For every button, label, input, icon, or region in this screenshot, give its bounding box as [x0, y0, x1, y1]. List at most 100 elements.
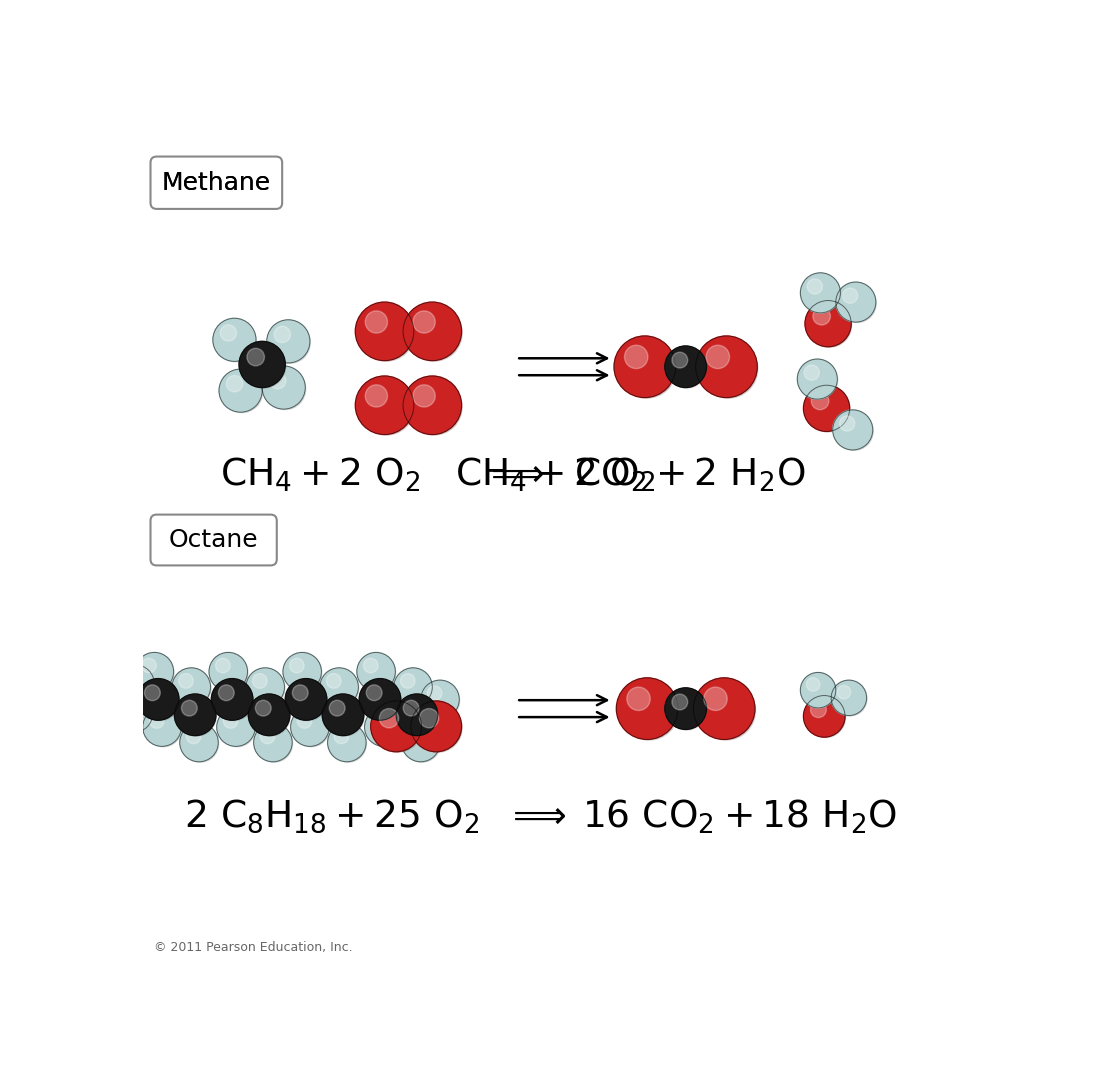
Circle shape [267, 320, 310, 363]
Circle shape [289, 658, 305, 673]
Circle shape [831, 680, 867, 716]
Circle shape [360, 654, 395, 691]
Circle shape [218, 685, 234, 701]
Text: $\mathrm{2\ C_8H_{18} + 25\ O_2}$: $\mathrm{2\ C_8H_{18} + 25\ O_2}$ [184, 798, 479, 835]
Circle shape [836, 413, 874, 450]
Circle shape [360, 678, 401, 720]
Circle shape [696, 336, 757, 397]
Circle shape [411, 701, 461, 752]
Circle shape [429, 715, 444, 730]
Circle shape [408, 729, 422, 744]
Circle shape [803, 696, 844, 738]
Circle shape [209, 652, 248, 691]
Circle shape [838, 284, 876, 323]
Circle shape [703, 687, 727, 711]
Circle shape [358, 379, 414, 435]
Circle shape [121, 700, 136, 714]
Circle shape [288, 681, 327, 720]
Circle shape [419, 708, 439, 728]
Circle shape [804, 365, 820, 380]
Circle shape [358, 306, 414, 361]
Circle shape [811, 702, 827, 717]
Circle shape [116, 697, 153, 733]
Circle shape [175, 694, 216, 735]
Circle shape [407, 379, 463, 435]
Circle shape [668, 690, 707, 730]
Circle shape [797, 359, 838, 400]
Circle shape [242, 345, 286, 388]
Circle shape [293, 711, 329, 746]
Circle shape [365, 707, 403, 746]
Circle shape [413, 704, 463, 753]
Circle shape [144, 685, 160, 701]
Circle shape [212, 654, 248, 691]
Text: $\Longrightarrow$: $\Longrightarrow$ [484, 457, 544, 492]
Circle shape [706, 346, 729, 368]
Circle shape [424, 712, 461, 748]
Circle shape [252, 674, 268, 688]
Circle shape [801, 673, 836, 707]
Circle shape [365, 384, 388, 407]
Circle shape [371, 701, 421, 752]
Circle shape [363, 658, 379, 673]
Circle shape [616, 678, 678, 740]
Circle shape [186, 729, 200, 744]
Circle shape [183, 726, 218, 762]
Circle shape [614, 336, 675, 397]
Circle shape [119, 667, 155, 704]
Circle shape [836, 282, 876, 322]
Circle shape [330, 726, 366, 762]
Circle shape [114, 694, 152, 732]
Circle shape [371, 714, 385, 728]
Circle shape [141, 658, 157, 673]
Text: © 2011 Pearson Education, Inc.: © 2011 Pearson Education, Inc. [155, 941, 353, 954]
Circle shape [226, 376, 243, 392]
Circle shape [264, 368, 306, 409]
Circle shape [693, 678, 755, 740]
Circle shape [177, 697, 216, 735]
Circle shape [297, 714, 311, 728]
Circle shape [212, 678, 253, 720]
Circle shape [422, 710, 460, 748]
Circle shape [842, 288, 858, 303]
Text: $\mathrm{CH_4 + 2\ O_2}$: $\mathrm{CH_4 + 2\ O_2}$ [220, 456, 420, 494]
Circle shape [357, 652, 395, 691]
Circle shape [220, 369, 262, 413]
Circle shape [251, 697, 290, 735]
Circle shape [806, 698, 846, 738]
Circle shape [122, 671, 137, 685]
Circle shape [262, 366, 306, 409]
Circle shape [396, 694, 438, 735]
Circle shape [665, 688, 707, 729]
Circle shape [813, 308, 830, 325]
Circle shape [214, 681, 253, 720]
Circle shape [215, 321, 256, 362]
Circle shape [140, 681, 179, 720]
Circle shape [806, 388, 850, 432]
Circle shape [320, 667, 358, 706]
Circle shape [428, 686, 442, 701]
Circle shape [246, 348, 264, 366]
Circle shape [255, 700, 271, 716]
Circle shape [146, 711, 181, 746]
Text: $\mathrm{16\ CO_2 + 18\ H_2O}$: $\mathrm{16\ CO_2 + 18\ H_2O}$ [582, 797, 897, 836]
Text: $\mathrm{CO_2 + 2\ H_2O}$: $\mathrm{CO_2 + 2\ H_2O}$ [573, 456, 805, 494]
Circle shape [627, 687, 651, 711]
Circle shape [365, 311, 388, 333]
Circle shape [838, 686, 851, 699]
Circle shape [374, 704, 422, 753]
Circle shape [136, 652, 174, 691]
Circle shape [328, 724, 366, 761]
Circle shape [213, 319, 256, 362]
Circle shape [256, 726, 292, 762]
Circle shape [403, 302, 461, 361]
Circle shape [413, 384, 436, 407]
Circle shape [260, 729, 274, 744]
Circle shape [803, 275, 841, 313]
Circle shape [181, 700, 197, 716]
Circle shape [672, 352, 688, 368]
Circle shape [355, 302, 414, 361]
Circle shape [180, 724, 218, 761]
Circle shape [221, 325, 236, 341]
Circle shape [325, 697, 364, 735]
